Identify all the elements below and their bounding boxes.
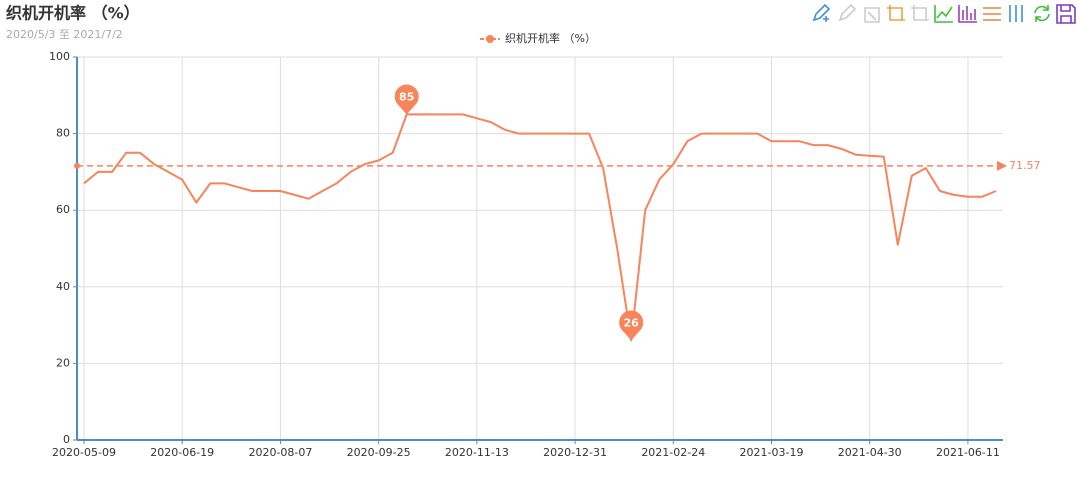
legend: 织机开机率 （%） xyxy=(480,31,596,45)
legend-symbol xyxy=(486,35,494,43)
average-label: 71.57 xyxy=(1009,159,1041,172)
y-tick-label: 40 xyxy=(56,280,70,293)
tool-tiled[interactable] xyxy=(1009,5,1023,22)
tool-mark-undo[interactable] xyxy=(838,3,857,22)
y-tick-label: 80 xyxy=(56,127,70,140)
series-line xyxy=(83,113,997,342)
toolbox xyxy=(812,3,1076,24)
average-start xyxy=(74,162,80,169)
tool-mark[interactable] xyxy=(812,3,831,22)
tool-line[interactable] xyxy=(934,5,953,23)
chart-subtitle: 2020/5/3 至 2021/7/2 xyxy=(6,28,123,41)
x-tick-label: 2020-05-09 xyxy=(52,446,116,459)
tool-bar[interactable] xyxy=(958,5,977,23)
x-tick-label: 2021-06-11 xyxy=(936,446,1000,459)
tool-zoom-back[interactable] xyxy=(911,5,929,21)
extreme-label: 26 xyxy=(624,316,640,329)
chart-title: 织机开机率 （%） xyxy=(6,4,140,23)
legend-label: 织机开机率 （%） xyxy=(505,31,596,45)
x-tick-label: 2020-06-19 xyxy=(150,446,214,459)
y-tick-label: 20 xyxy=(56,356,70,369)
tool-mark-clear[interactable] xyxy=(864,7,880,23)
tool-save[interactable] xyxy=(1056,4,1076,24)
x-tick-label: 2020-11-13 xyxy=(445,446,509,459)
tool-zoom[interactable] xyxy=(887,5,905,21)
x-tick-label: 2020-08-07 xyxy=(248,446,312,459)
y-tick-label: 0 xyxy=(63,433,70,446)
extreme-label: 85 xyxy=(399,90,414,103)
extreme-pin xyxy=(394,84,419,115)
extreme-pin xyxy=(619,310,644,341)
average-arrow xyxy=(997,160,1007,171)
x-tick-label: 2021-04-30 xyxy=(838,446,902,459)
tool-stack[interactable] xyxy=(983,7,1001,21)
x-tick-label: 2021-02-24 xyxy=(641,446,705,459)
x-tick-label: 2020-12-31 xyxy=(543,446,607,459)
x-tick-label: 2020-09-25 xyxy=(347,446,411,459)
y-tick-label: 60 xyxy=(56,203,70,216)
tool-restore[interactable] xyxy=(1034,5,1050,22)
x-tick-label: 2021-03-19 xyxy=(740,446,804,459)
y-tick-label: 100 xyxy=(49,50,70,63)
